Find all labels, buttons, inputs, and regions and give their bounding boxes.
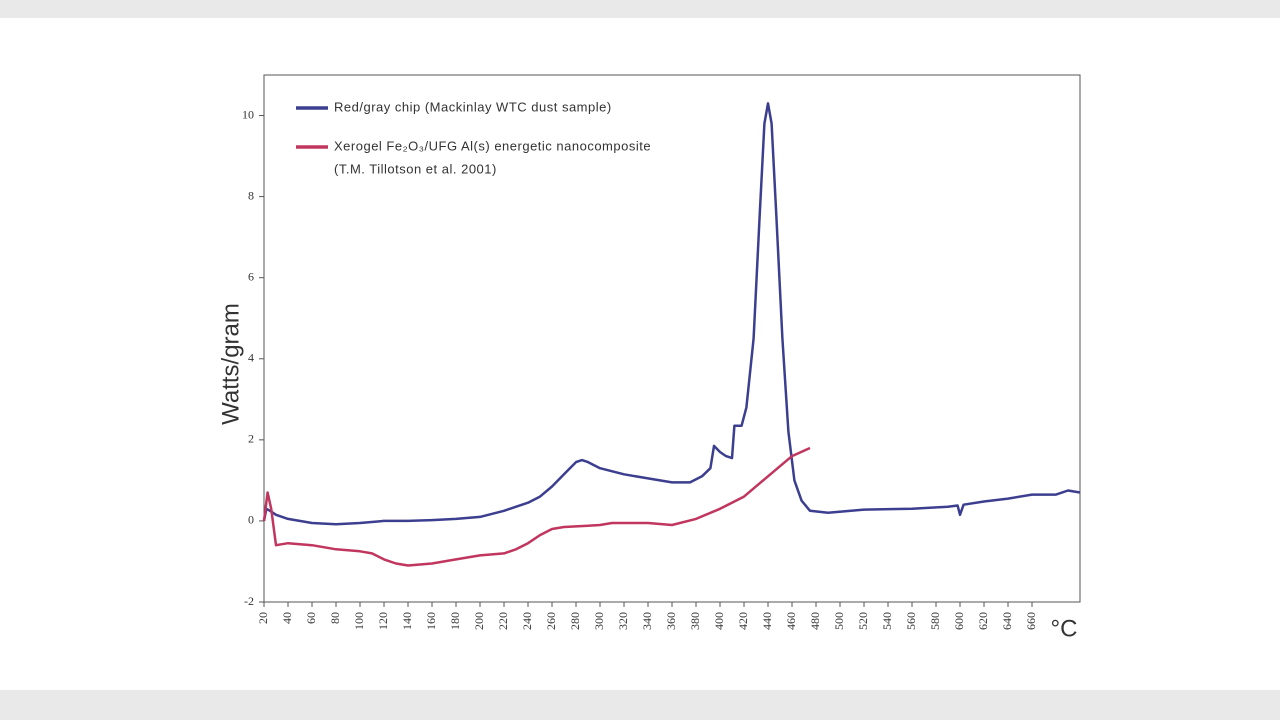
x-tick-label: 280 (568, 612, 582, 630)
line-series (262, 446, 811, 567)
x-tick-label: 260 (544, 612, 558, 630)
x-tick-label: 420 (736, 612, 750, 630)
y-tick-label: 0 (248, 513, 254, 527)
legend-note: (T.M. Tillotson et al. 2001) (334, 161, 497, 176)
y-tick-label: 2 (248, 432, 254, 446)
x-tick-label: 440 (760, 612, 774, 630)
x-tick-label: 40 (280, 612, 294, 624)
y-tick-label: 10 (242, 107, 254, 121)
x-tick-label: 560 (904, 612, 918, 630)
x-tick-label: 60 (304, 612, 318, 624)
line-series (262, 102, 1081, 526)
x-tick-label: 580 (928, 612, 942, 630)
x-tick-label: 380 (688, 612, 702, 630)
x-tick-label: 300 (592, 612, 606, 630)
x-tick-label: 20 (256, 612, 270, 624)
x-tick-label: 100 (352, 612, 366, 630)
background (0, 18, 1280, 690)
legend-label: Xerogel Fe₂O₃/UFG Al(s) energetic nanoco… (334, 138, 651, 153)
x-tick-label: 600 (952, 612, 966, 630)
x-tick-label: 480 (808, 612, 822, 630)
x-tick-label: 160 (424, 612, 438, 630)
y-tick-label: -2 (244, 594, 254, 608)
legend-label: Red/gray chip (Mackinlay WTC dust sample… (334, 99, 612, 114)
x-axis-label: °C (1051, 615, 1078, 642)
x-tick-label: 360 (664, 612, 678, 630)
y-tick-label: 6 (248, 269, 254, 283)
x-tick-label: 620 (976, 612, 990, 630)
x-tick-label: 400 (712, 612, 726, 630)
x-tick-label: 140 (400, 612, 414, 630)
x-tick-label: 660 (1024, 612, 1038, 630)
x-tick-label: 340 (640, 612, 654, 630)
y-tick-label: 4 (248, 351, 254, 365)
x-tick-label: 220 (496, 612, 510, 630)
x-tick-label: 540 (880, 612, 894, 630)
x-tick-label: 120 (376, 612, 390, 630)
y-tick-label: 8 (248, 188, 254, 202)
x-tick-label: 320 (616, 612, 630, 630)
y-axis-label: Watts/gram (217, 303, 244, 425)
x-tick-label: 500 (832, 612, 846, 630)
x-tick-label: 460 (784, 612, 798, 630)
x-tick-label: 180 (448, 612, 462, 630)
x-tick-label: 80 (328, 612, 342, 624)
x-tick-label: 200 (472, 612, 486, 630)
x-tick-label: 640 (1000, 612, 1014, 630)
x-tick-label: 520 (856, 612, 870, 630)
x-tick-label: 240 (520, 612, 534, 630)
